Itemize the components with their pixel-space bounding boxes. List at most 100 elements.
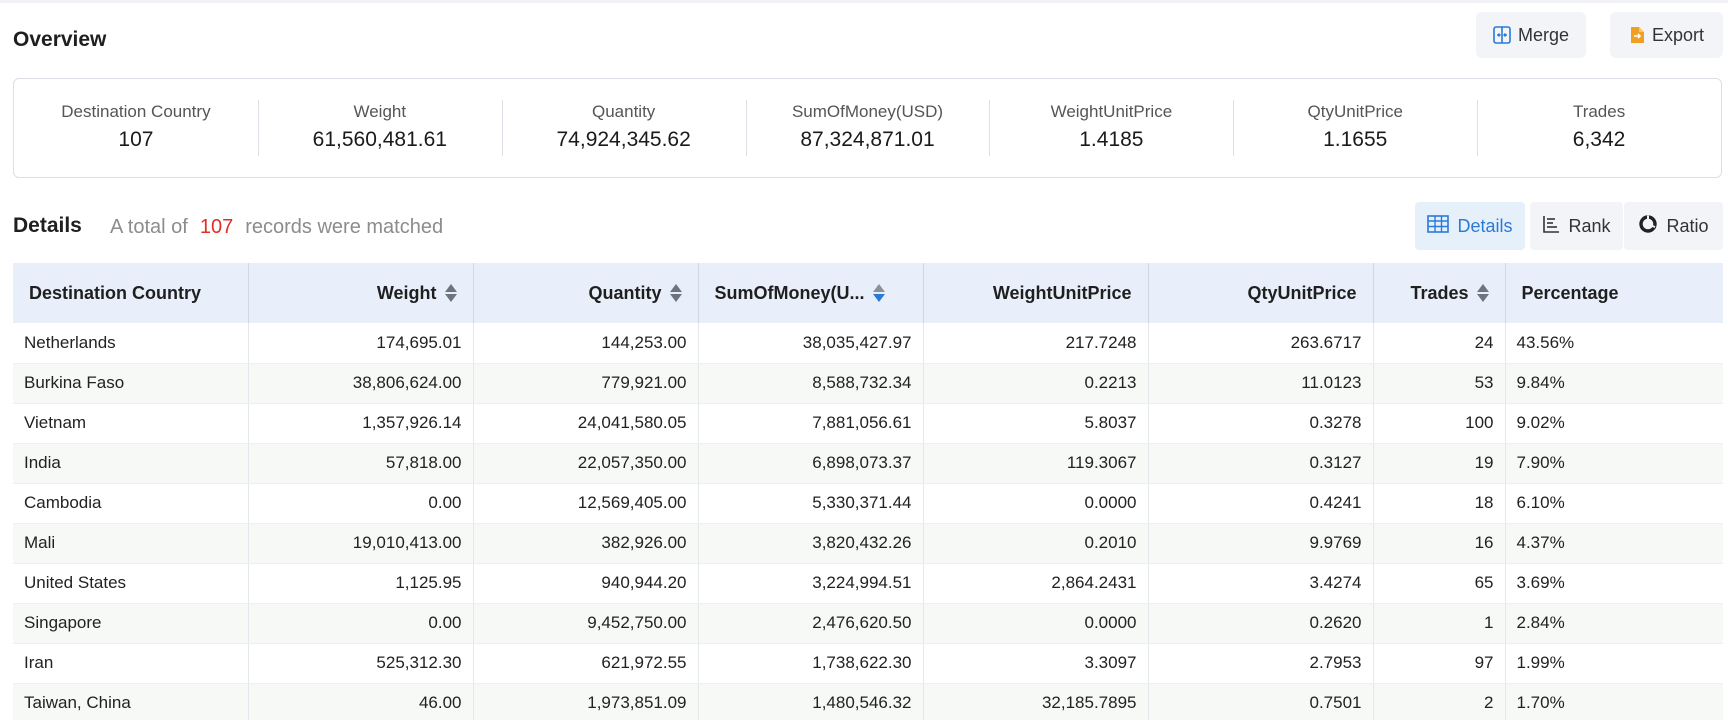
cell-percentage: 9.02%	[1505, 403, 1723, 444]
col-weight[interactable]: Weight	[248, 263, 474, 323]
cell-trades: 100	[1373, 403, 1506, 444]
cell-percentage: 9.84%	[1505, 363, 1723, 404]
cell-qty-unit-price: 2.7953	[1148, 643, 1374, 684]
rank-icon	[1542, 215, 1560, 238]
cell-trades: 2	[1373, 683, 1506, 720]
col-sum-of-money[interactable]: SumOfMoney(U...	[698, 263, 924, 323]
cell-percentage: 2.84%	[1505, 603, 1723, 644]
stat-label: SumOfMoney(USD)	[791, 102, 944, 121]
cell-country: Netherlands	[13, 323, 249, 364]
table-row: Vietnam 1,357,926.14 24,041,580.05 7,881,05…	[13, 403, 1723, 444]
col-qty-unit-price: QtyUnitPrice	[1148, 263, 1374, 323]
rank-view-button[interactable]: Rank	[1530, 202, 1623, 250]
cell-sum-of-money: 2,476,620.50	[698, 603, 924, 644]
cell-weight-unit-price: 0.0000	[923, 483, 1149, 524]
table-row: United States 1,125.95 940,944.20 3,224,994…	[13, 563, 1723, 604]
cell-trades: 65	[1373, 563, 1506, 604]
cell-weight: 1,125.95	[248, 563, 474, 604]
col-percentage: Percentage	[1505, 263, 1723, 323]
cell-weight: 19,010,413.00	[248, 523, 474, 564]
cell-qty-unit-price: 0.4241	[1148, 483, 1374, 524]
cell-trades: 97	[1373, 643, 1506, 684]
cell-country: Cambodia	[13, 483, 249, 524]
stat-sum-of-money: SumOfMoney(USD) 87,324,871.01	[745, 100, 990, 156]
cell-sum-of-money: 6,898,073.37	[698, 443, 924, 484]
cell-qty-unit-price: 0.7501	[1148, 683, 1374, 720]
cell-trades: 18	[1373, 483, 1506, 524]
cell-trades: 53	[1373, 363, 1506, 404]
col-quantity-label: Quantity	[588, 282, 662, 303]
stat-label: Quantity	[591, 102, 656, 121]
records-matched-info: A total of 107 records were matched	[110, 216, 443, 239]
cell-sum-of-money: 3,820,432.26	[698, 523, 924, 564]
cell-percentage: 4.37%	[1505, 523, 1723, 564]
cell-country: India	[13, 443, 249, 484]
cell-percentage: 3.69%	[1505, 563, 1723, 604]
cell-sum-of-money: 7,881,056.61	[698, 403, 924, 444]
col-weight-label: Weight	[376, 282, 437, 303]
stat-label: Destination Country	[61, 102, 211, 121]
cell-weight-unit-price: 2,864.2431	[923, 563, 1149, 604]
cell-trades: 1	[1373, 603, 1506, 644]
cell-qty-unit-price: 263.6717	[1148, 323, 1374, 364]
cell-weight-unit-price: 32,185.7895	[923, 683, 1149, 720]
info-prefix: A total of	[110, 216, 188, 238]
cell-weight: 46.00	[248, 683, 474, 720]
sort-desc-active-icon[interactable]	[872, 284, 885, 302]
col-trades[interactable]: Trades	[1373, 263, 1506, 323]
ratio-view-button[interactable]: Ratio	[1624, 202, 1723, 250]
overview-title: Overview	[13, 28, 107, 51]
table-row: India 57,818.00 22,057,350.00 6,898,073.37 1…	[13, 443, 1723, 484]
cell-percentage: 7.90%	[1505, 443, 1723, 484]
stat-trades: Trades 6,342	[1477, 100, 1721, 156]
cell-quantity: 1,973,851.09	[473, 683, 699, 720]
cell-country: Vietnam	[13, 403, 249, 444]
stat-weight-unit-price: WeightUnitPrice 1.4185	[989, 100, 1233, 156]
table-icon	[1427, 214, 1450, 238]
cell-qty-unit-price: 9.9769	[1148, 523, 1374, 564]
cell-weight: 38,806,624.00	[248, 363, 474, 404]
sort-icon[interactable]	[669, 284, 682, 302]
cell-country: United States	[13, 563, 249, 604]
sort-icon[interactable]	[444, 284, 457, 302]
merge-button[interactable]: Merge	[1476, 12, 1586, 58]
table-row: Singapore 0.00 9,452,750.00 2,476,620.50 0.0…	[13, 603, 1723, 644]
stat-label: WeightUnitPrice	[1050, 102, 1173, 121]
details-view-button[interactable]: Details	[1415, 202, 1525, 250]
cell-weight: 57,818.00	[248, 443, 474, 484]
cell-quantity: 779,921.00	[473, 363, 699, 404]
cell-country: Iran	[13, 643, 249, 684]
col-trades-label: Trades	[1410, 282, 1469, 303]
export-button-label: Export	[1651, 24, 1705, 45]
cell-country: Singapore	[13, 603, 249, 644]
col-quantity[interactable]: Quantity	[473, 263, 699, 323]
cell-qty-unit-price: 0.3127	[1148, 443, 1374, 484]
stat-quantity: Quantity 74,924,345.62	[501, 100, 746, 156]
export-button[interactable]: Export	[1610, 12, 1723, 58]
stat-weight: Weight 61,560,481.61	[257, 100, 502, 156]
merge-button-label: Merge	[1517, 24, 1570, 45]
sort-icon[interactable]	[1476, 284, 1489, 302]
cell-country: Mali	[13, 523, 249, 564]
col-destination-country: Destination Country	[13, 263, 249, 323]
cell-trades: 16	[1373, 523, 1506, 564]
cell-sum-of-money: 1,738,622.30	[698, 643, 924, 684]
cell-weight-unit-price: 3.3097	[923, 643, 1149, 684]
cell-quantity: 12,569,405.00	[473, 483, 699, 524]
cell-trades: 19	[1373, 443, 1506, 484]
cell-quantity: 940,944.20	[473, 563, 699, 604]
stat-label: Trades	[1572, 102, 1626, 121]
table-row: Cambodia 0.00 12,569,405.00 5,330,371.44 0.0…	[13, 483, 1723, 524]
stat-value: 1.4185	[1079, 128, 1144, 151]
merge-icon	[1493, 26, 1511, 44]
cell-sum-of-money: 8,588,732.34	[698, 363, 924, 404]
cell-sum-of-money: 5,330,371.44	[698, 483, 924, 524]
cell-weight-unit-price: 0.2213	[923, 363, 1149, 404]
top-divider	[0, 0, 1728, 3]
cell-weight-unit-price: 5.8037	[923, 403, 1149, 444]
table-row: Iran 525,312.30 621,972.55 1,738,622.30 3.30…	[13, 643, 1723, 684]
cell-percentage: 1.70%	[1505, 683, 1723, 720]
cell-weight: 0.00	[248, 603, 474, 644]
cell-weight-unit-price: 0.2010	[923, 523, 1149, 564]
cell-weight-unit-price: 217.7248	[923, 323, 1149, 364]
